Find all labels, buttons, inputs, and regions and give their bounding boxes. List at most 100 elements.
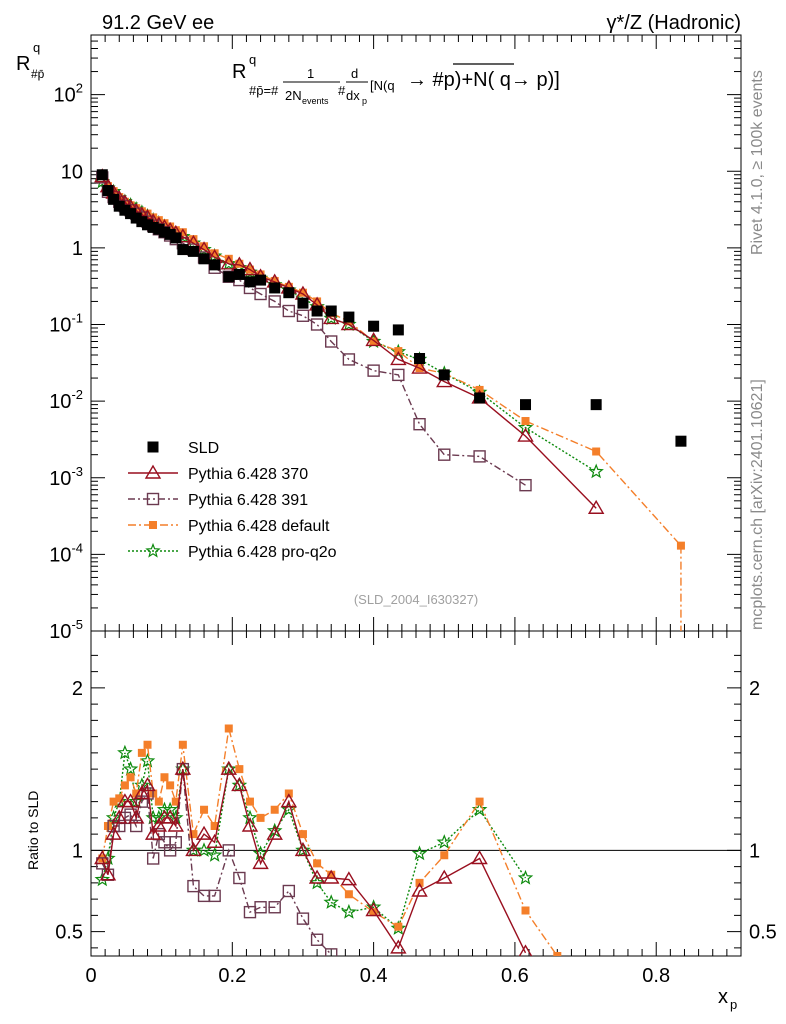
legend-entry-p391: Pythia 6.428 391 — [128, 492, 308, 509]
point-p370 — [365, 332, 382, 347]
svg-text:p: p — [362, 96, 367, 106]
svg-text:d: d — [351, 66, 358, 81]
ratio-point-p370 — [294, 841, 312, 857]
ratio-point-p370 — [127, 809, 145, 824]
point-pdefault — [592, 447, 601, 456]
y-tick-label: 102 — [54, 81, 83, 107]
ratio-point-p391 — [208, 889, 221, 903]
ratio-point-pdefault — [521, 906, 530, 915]
ratio-y-tick-label: 1 — [72, 840, 83, 862]
main-series — [94, 168, 687, 631]
point-p370 — [411, 359, 428, 374]
ratio-point-p370 — [322, 869, 340, 884]
point-data — [392, 324, 404, 336]
ratio-point-pdefault — [160, 773, 169, 782]
point-data — [108, 193, 120, 205]
ratio-point-pdefault — [115, 794, 124, 803]
point-p391 — [325, 335, 338, 348]
ratio-point-pdefault — [440, 851, 449, 860]
ratio-point-pdefault — [126, 773, 135, 782]
legend-label: Pythia 6.428 default — [188, 518, 330, 535]
ratio-point-p391 — [187, 879, 200, 893]
point-data — [343, 311, 355, 323]
point-data — [170, 232, 182, 244]
point-pdefault — [369, 337, 378, 346]
y-tick-label: 10-3 — [49, 464, 83, 490]
svg-text:p: p — [730, 997, 737, 1012]
ratio-point-p370 — [111, 809, 128, 824]
ratio-line-p391 — [101, 769, 332, 955]
point-p391 — [392, 368, 405, 382]
point-data — [130, 212, 142, 224]
ratio-point-p391 — [233, 871, 246, 885]
ratio-point-pq2o — [242, 809, 258, 825]
svg-text:R: R — [16, 53, 30, 75]
ratio-point-pdefault — [394, 922, 403, 931]
ratio-point-pq2o — [156, 801, 173, 817]
point-pdefault — [284, 282, 293, 291]
point-pdefault — [210, 249, 219, 258]
legend-entry-data: SLD — [147, 440, 219, 457]
ratio-point-pdefault — [256, 813, 265, 822]
ratio-point-pdefault — [369, 908, 378, 917]
point-pdefault — [200, 242, 209, 251]
ratio-point-pq2o — [341, 903, 357, 919]
point-data — [269, 282, 281, 294]
ratio-point-pdefault — [189, 830, 198, 839]
point-p391 — [473, 450, 486, 463]
point-data — [414, 352, 426, 364]
ratio-point-p370 — [411, 882, 428, 897]
ratio-y-tick-label-right: 1 — [749, 840, 760, 862]
ratio-y-tick-label-right: 2 — [749, 678, 760, 700]
ratio-ylabel: Ratio to SLD — [25, 791, 41, 870]
point-p370 — [220, 255, 237, 270]
x-tick-label: 0.6 — [501, 965, 529, 987]
svg-text:events: events — [302, 96, 329, 106]
ratio-point-pq2o — [295, 842, 311, 857]
y-tick-label: 10-4 — [49, 540, 83, 566]
point-data — [438, 369, 450, 381]
ratio-line-p370 — [101, 767, 527, 954]
point-data — [255, 274, 267, 286]
point-pdefault — [224, 254, 233, 263]
ratio-point-pdefault — [475, 797, 484, 806]
point-data — [113, 200, 125, 212]
ratio-point-pdefault — [143, 740, 152, 749]
point-data — [368, 320, 380, 332]
svg-text:#p̄: #p̄ — [31, 67, 45, 81]
ratio-point-pq2o — [411, 845, 428, 861]
ratio-point-p370 — [390, 939, 407, 954]
point-data — [147, 221, 159, 233]
ratio-point-pdefault — [553, 952, 562, 956]
ratio-point-pdefault — [344, 890, 353, 899]
point-data — [209, 259, 221, 271]
ratio-point-p391 — [268, 901, 281, 914]
legend-entry-p370: Pythia 6.428 370 — [128, 464, 308, 483]
point-data — [187, 245, 199, 257]
ratio-point-pdefault — [154, 797, 163, 806]
ratio-point-pq2o — [139, 752, 156, 768]
point-data — [675, 435, 687, 447]
point-data — [297, 297, 309, 309]
svg-text:dx: dx — [346, 88, 360, 103]
series-line-pdefault — [101, 175, 682, 547]
analysis-label: (SLD_2004_I630327) — [354, 592, 478, 607]
point-data — [520, 399, 532, 411]
svg-text:1: 1 — [307, 66, 314, 81]
point-p370 — [241, 261, 259, 276]
point-pdefault — [235, 259, 244, 268]
ratio-point-p370 — [167, 817, 185, 832]
ratio-point-pdefault — [132, 789, 141, 798]
main-frame — [90, 34, 742, 632]
point-p370 — [517, 427, 534, 442]
ratio-point-p370 — [94, 850, 111, 865]
ratio-point-pdefault — [137, 748, 146, 757]
legend-label: Pythia 6.428 391 — [188, 492, 308, 509]
point-pq2o — [588, 463, 604, 479]
point-p391 — [268, 295, 281, 308]
ratio-point-p391 — [130, 819, 143, 833]
ratio-point-p370 — [105, 825, 122, 840]
ratio-point-p370 — [144, 825, 162, 840]
point-data — [136, 216, 148, 228]
